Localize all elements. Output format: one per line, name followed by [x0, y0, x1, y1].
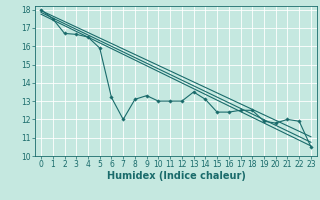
X-axis label: Humidex (Indice chaleur): Humidex (Indice chaleur)	[107, 171, 245, 181]
